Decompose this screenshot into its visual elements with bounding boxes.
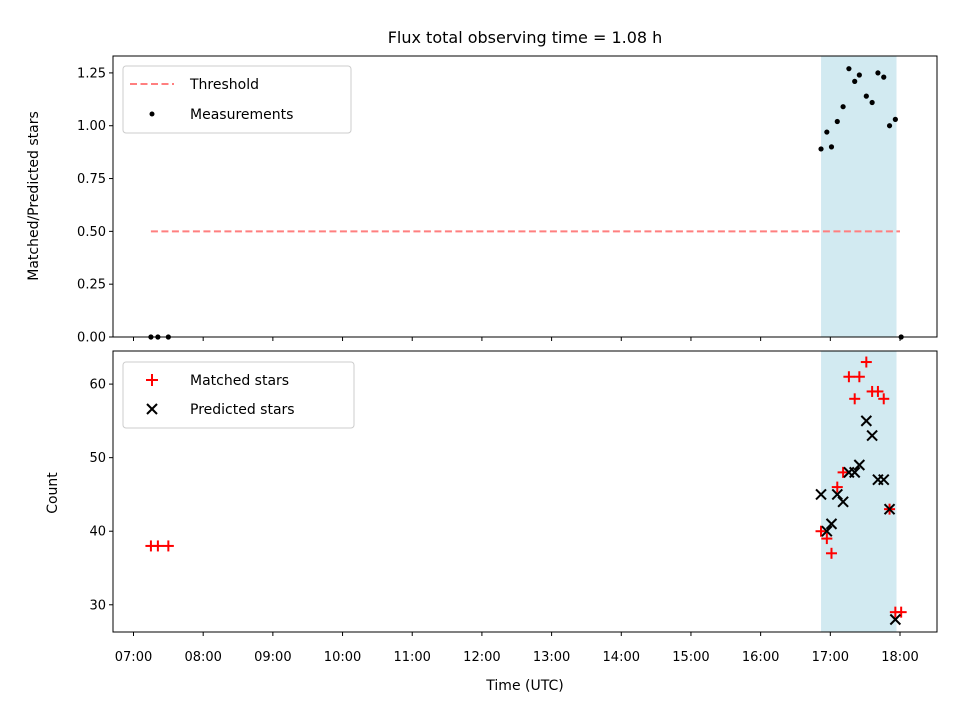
- legend-swatch-matched: [146, 374, 158, 386]
- predicted-star-point: [837, 496, 849, 508]
- predicted-star-point: [831, 488, 843, 501]
- x-tick-label: 18:00: [881, 650, 918, 665]
- measurement-point: [824, 129, 830, 135]
- shaded-interval: [821, 56, 897, 337]
- panel-ratio: 0.00 0.25 0.50 0.75 1.00 1.25 Matched/Predict…: [26, 55, 938, 346]
- x-tick-label: 11:00: [393, 650, 430, 665]
- matched-star-point: [825, 547, 837, 559]
- x-tick-label: 07:00: [115, 650, 152, 665]
- x-tick-label: 16:00: [742, 650, 779, 665]
- x-tick-label: 17:00: [812, 650, 849, 665]
- legend-box: [122, 361, 355, 429]
- x-tick-label: 08:00: [184, 650, 221, 665]
- measurement-point: [875, 70, 881, 76]
- panel-counts: 30 40 50 60 Count Matched stars Predicted s…: [45, 350, 938, 636]
- predicted-star-point: [853, 459, 866, 471]
- x-tick-label: 15:00: [672, 650, 709, 665]
- matched-star-point: [837, 466, 849, 478]
- y-tick-label: 50: [89, 451, 106, 466]
- predicted-star-point: [889, 613, 902, 626]
- predicted-star-point: [878, 474, 890, 486]
- y-axis-label: Count: [45, 472, 61, 514]
- legend-label-predicted: Predicted stars: [190, 402, 295, 418]
- y-tick-label: 0.00: [77, 331, 106, 346]
- measurement-point: [881, 74, 887, 80]
- y-tick-label: 0.75: [77, 172, 106, 187]
- y-tick-label: 60: [89, 378, 106, 393]
- measurement-point: [856, 72, 862, 78]
- measurement-point: [863, 93, 869, 99]
- y-tick-label: 40: [89, 525, 106, 540]
- predicted-star-point: [866, 429, 878, 442]
- measurement-point: [886, 123, 893, 129]
- matched-star-point: [162, 540, 174, 552]
- matched-star-point: [853, 371, 865, 383]
- x-tick-label: 10:00: [324, 650, 361, 665]
- legend-swatch-measurements: [149, 111, 155, 117]
- series: [145, 356, 907, 626]
- y-tick-label: 0.50: [77, 225, 106, 240]
- y-tick-label: 1.25: [77, 66, 106, 81]
- legend-label-matched: Matched stars: [190, 373, 289, 389]
- measurement-point: [818, 146, 824, 152]
- x-axis-ticks: 07:00 08:00 09:00 10:00 11:00 12:00 13:00 14:00…: [115, 650, 919, 665]
- plot-frame: [112, 55, 938, 338]
- matched-star-point: [831, 481, 843, 493]
- matched-star-point: [860, 356, 872, 368]
- y-tick-label: 0.25: [77, 278, 106, 293]
- x-tick-label: 09:00: [254, 650, 291, 665]
- legend-swatch-predicted: [146, 403, 158, 415]
- matched-star-point: [815, 525, 827, 537]
- predicted-star-point: [860, 415, 873, 427]
- ticks: 30 40 50 60: [89, 378, 901, 636]
- predicted-star-point: [821, 525, 833, 537]
- matched-star-point: [843, 371, 855, 383]
- matched-star-point: [152, 540, 164, 552]
- plot-frame: [112, 350, 938, 633]
- measurement-point: [846, 66, 852, 72]
- matched-star-point: [849, 393, 861, 405]
- shaded-interval: [821, 351, 897, 632]
- predicted-star-point: [815, 488, 827, 501]
- legend: Matched stars Predicted stars: [122, 361, 355, 429]
- y-axis-label: Matched/Predicted stars: [26, 111, 42, 281]
- legend-label-measurements: Measurements: [190, 107, 293, 123]
- measurement-point: [828, 144, 835, 150]
- chart-title: Flux total observing time = 1.08 h: [388, 28, 663, 47]
- legend-box: [122, 65, 352, 134]
- measurement-point: [892, 116, 898, 122]
- y-tick-label: 1.00: [77, 119, 106, 134]
- predicted-star-point: [848, 466, 861, 479]
- legend-label-threshold: Threshold: [189, 77, 259, 93]
- x-axis-label: Time (UTC): [485, 678, 563, 694]
- predicted-star-point: [825, 518, 838, 530]
- matched-star-point: [821, 533, 833, 545]
- matched-star-point: [872, 385, 884, 397]
- series: [148, 66, 904, 340]
- measurement-point: [852, 78, 858, 84]
- measurement-point: [834, 118, 840, 125]
- x-tick-label: 13:00: [533, 650, 570, 665]
- matched-star-point: [895, 606, 907, 618]
- predicted-star-point: [883, 503, 896, 515]
- x-tick-label: 12:00: [463, 650, 500, 665]
- x-tick-label: 14:00: [603, 650, 640, 665]
- y-tick-label: 30: [89, 598, 106, 613]
- ticks: 0.00 0.25 0.50 0.75 1.00 1.25: [77, 66, 901, 346]
- legend: Threshold Measurements: [122, 65, 352, 134]
- matched-star-point: [878, 393, 890, 405]
- measurement-point: [840, 104, 846, 110]
- measurement-point: [869, 99, 875, 106]
